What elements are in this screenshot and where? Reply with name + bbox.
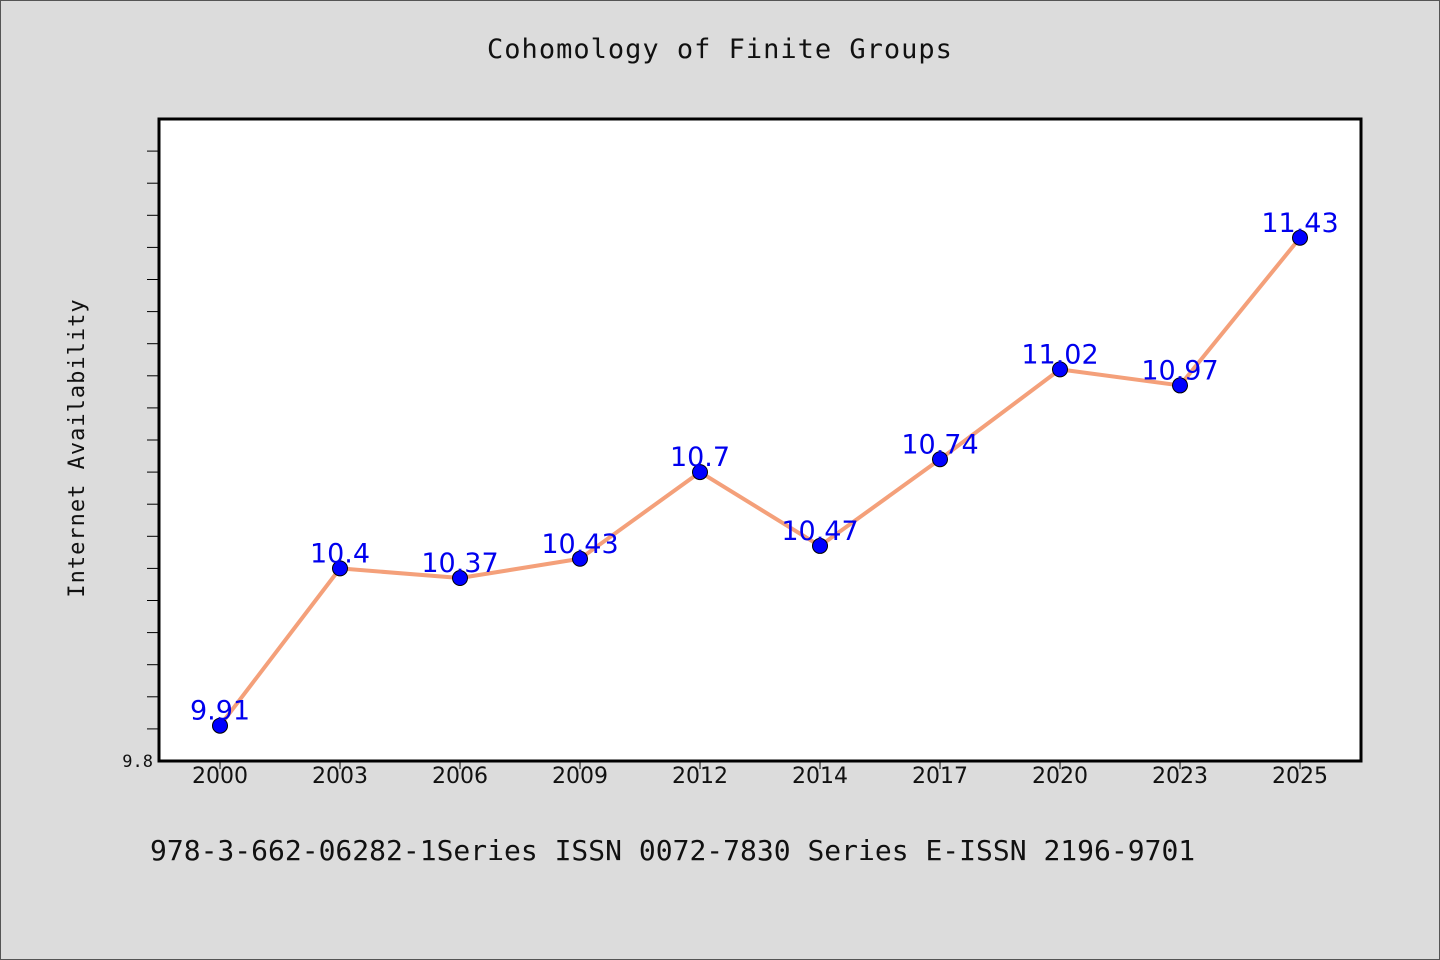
x-tick-label: 2014 [792,764,848,789]
data-label: 10.74 [901,429,978,460]
x-tick-label: 2017 [912,764,968,789]
data-label: 10.7 [670,442,730,473]
data-point [932,451,948,468]
data-point [692,464,708,481]
data-point [452,570,468,587]
data-point [1052,361,1068,378]
x-tick-label: 2020 [1032,764,1088,789]
plot-area [157,117,1363,763]
data-label: 11.43 [1261,208,1338,239]
data-point [1172,377,1188,394]
axis-ticks [147,150,1301,769]
data-point [572,550,588,567]
x-tick-label: 2003 [312,764,368,789]
data-label: 9.91 [190,696,250,727]
series-line [218,236,1302,727]
x-tick-label: 2009 [552,764,608,789]
data-point [332,560,348,577]
data-label: 10.97 [1141,355,1218,386]
x-tick-label: 2012 [672,764,728,789]
x-tick-label: 2000 [192,764,248,789]
footnote-text: 978-3-662-06282-1Series ISSN 0072-7830 S… [150,834,1196,867]
y-tick-labels: 9.8 [122,752,153,772]
x-tick-labels: 2000 2003 2006 2009 2012 2014 2017 2020 2023 2025 [192,764,1328,789]
data-point [1292,229,1308,246]
series-layer: 9.91 10.4 10.37 10.43 10.7 10.47 10.74 11.02 10.… [190,208,1339,734]
y-tick-label: 9.8 [122,752,153,772]
data-label: 10.4 [310,538,370,569]
data-label: 10.43 [541,529,618,560]
x-tick-label: 2023 [1152,764,1208,789]
chart-title: Cohomology of Finite Groups [487,34,953,65]
data-point [212,717,228,734]
x-tick-label: 2025 [1272,764,1328,789]
data-label: 11.02 [1021,339,1098,370]
x-tick-label: 2006 [432,764,488,789]
data-label: 10.37 [421,548,498,579]
data-point [812,537,828,554]
y-axis-label: Internet Availability [65,298,90,597]
data-label: 10.47 [781,516,858,547]
